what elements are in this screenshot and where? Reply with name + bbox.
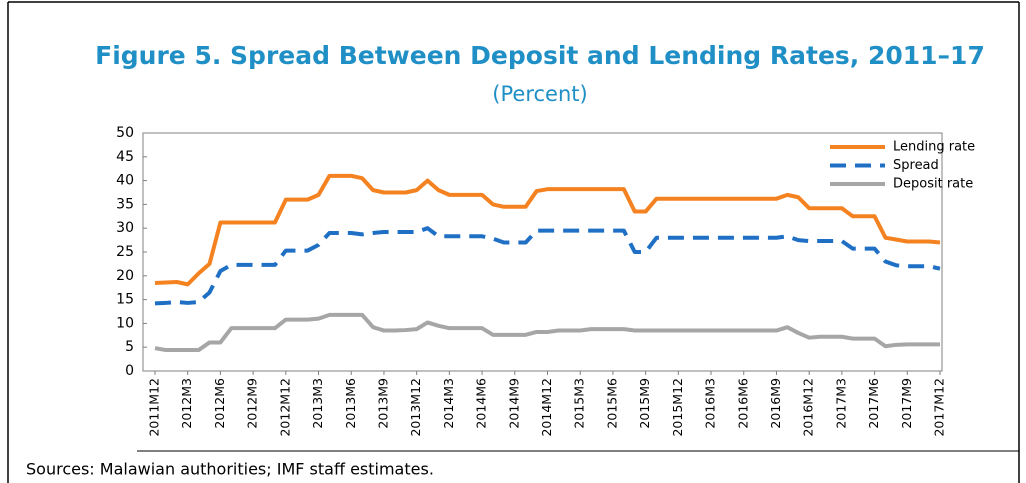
series-line (154, 226, 941, 306)
x-tick-label: 2011M12 (147, 378, 162, 437)
x-tick-label: 2016M12 (801, 378, 816, 437)
x-tick-label: 2013M3 (310, 378, 325, 429)
series-line (154, 173, 941, 287)
legend-label: Deposit rate (893, 177, 973, 192)
x-tick-label: 2017M12 (932, 378, 947, 437)
legend-label: Lending rate (893, 140, 975, 155)
x-tick-label: 2013M12 (408, 378, 423, 437)
x-tick-label: 2017M3 (833, 378, 848, 429)
x-tick-label: 2012M6 (212, 378, 227, 429)
y-tick-label: 35 (116, 196, 134, 212)
x-tick-label: 2015M3 (572, 378, 587, 429)
x-tick-label: 2012M9 (245, 378, 260, 429)
x-tick-label: 2014M6 (474, 378, 489, 429)
x-tick-label: 2017M6 (866, 378, 881, 429)
y-tick-label: 20 (116, 268, 134, 284)
legend-label: Spread (893, 158, 939, 173)
x-tick-label: 2015M12 (670, 378, 685, 437)
series-line (154, 312, 940, 353)
x-tick-label: 2014M12 (539, 378, 554, 437)
x-tick-label: 2014M9 (506, 378, 521, 429)
y-tick-label: 50 (116, 125, 134, 141)
x-tick-label: 2017M9 (899, 378, 914, 429)
y-tick-label: 15 (116, 292, 134, 308)
x-tick-label: 2012M3 (179, 378, 194, 429)
y-tick-label: 25 (116, 244, 134, 260)
chart-title: Figure 5. Spread Between Deposit and Len… (95, 41, 985, 70)
y-tick-label: 45 (116, 149, 134, 165)
chart-subtitle: (Percent) (492, 82, 587, 106)
y-tick-label: 0 (125, 363, 134, 379)
y-tick-label: 30 (116, 220, 134, 236)
y-tick-label: 10 (116, 315, 134, 331)
source-note: Sources: Malawian authorities; IMF staff… (26, 460, 434, 479)
x-tick-label: 2016M9 (768, 378, 783, 429)
x-tick-label: 2015M6 (604, 378, 619, 429)
y-tick-label: 5 (125, 339, 134, 355)
x-tick-label: 2013M6 (343, 378, 358, 429)
x-tick-label: 2016M6 (735, 378, 750, 429)
x-tick-label: 2016M3 (703, 378, 718, 429)
x-tick-label: 2013M9 (375, 378, 390, 429)
x-tick-label: 2015M9 (637, 378, 652, 429)
x-tick-label: 2014M3 (441, 378, 456, 429)
y-tick-label: 40 (116, 173, 134, 189)
x-tick-label: 2012M12 (277, 378, 292, 437)
